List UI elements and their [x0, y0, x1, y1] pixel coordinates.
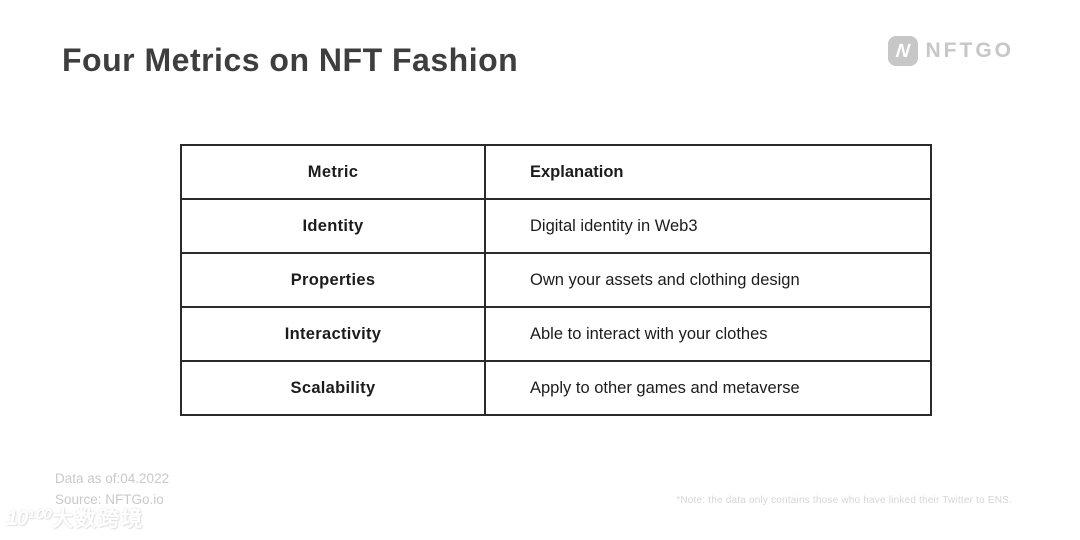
nftgo-logo-icon: N	[887, 36, 918, 66]
table-row: Scalability Apply to other games and met…	[180, 360, 932, 416]
column-header-metric: Metric	[180, 144, 486, 200]
watermark: 10¹⁰⁰ 大数跨境	[6, 503, 144, 533]
column-header-explanation: Explanation	[484, 144, 932, 200]
explanation-cell: Digital identity in Web3	[484, 198, 932, 254]
table-row: Properties Own your assets and clothing …	[180, 252, 932, 308]
footnote: *Note: the data only contains those who …	[676, 495, 1012, 506]
explanation-cell: Apply to other games and metaverse	[484, 360, 932, 416]
nftgo-logo: N NFTGO	[887, 36, 1015, 66]
explanation-cell: Own your assets and clothing design	[484, 252, 932, 308]
nftgo-logo-letter: N	[894, 40, 911, 62]
watermark-logo-icon: 10¹⁰⁰	[6, 506, 49, 530]
metrics-table: Metric Explanation Identity Digital iden…	[180, 144, 932, 416]
metric-cell: Properties	[180, 252, 486, 308]
metric-cell: Scalability	[180, 360, 486, 416]
table-row: Interactivity Able to interact with your…	[180, 306, 932, 362]
explanation-cell: Able to interact with your clothes	[484, 306, 932, 362]
watermark-text: 大数跨境	[52, 508, 145, 531]
data-as-of-label: Data as of:04.2022	[55, 471, 170, 486]
table-header-row: Metric Explanation	[180, 144, 932, 200]
source-label: Source: NFTGo.io	[55, 492, 164, 507]
table-row: Identity Digital identity in Web3	[180, 198, 932, 254]
metric-cell: Interactivity	[180, 306, 486, 362]
nftgo-wordmark: NFTGO	[925, 39, 1014, 62]
metric-cell: Identity	[180, 198, 486, 254]
footer-source-block: Data as of:04.2022 Source: NFTGo.io	[55, 468, 169, 510]
page-title: Four Metrics on NFT Fashion	[62, 42, 519, 78]
